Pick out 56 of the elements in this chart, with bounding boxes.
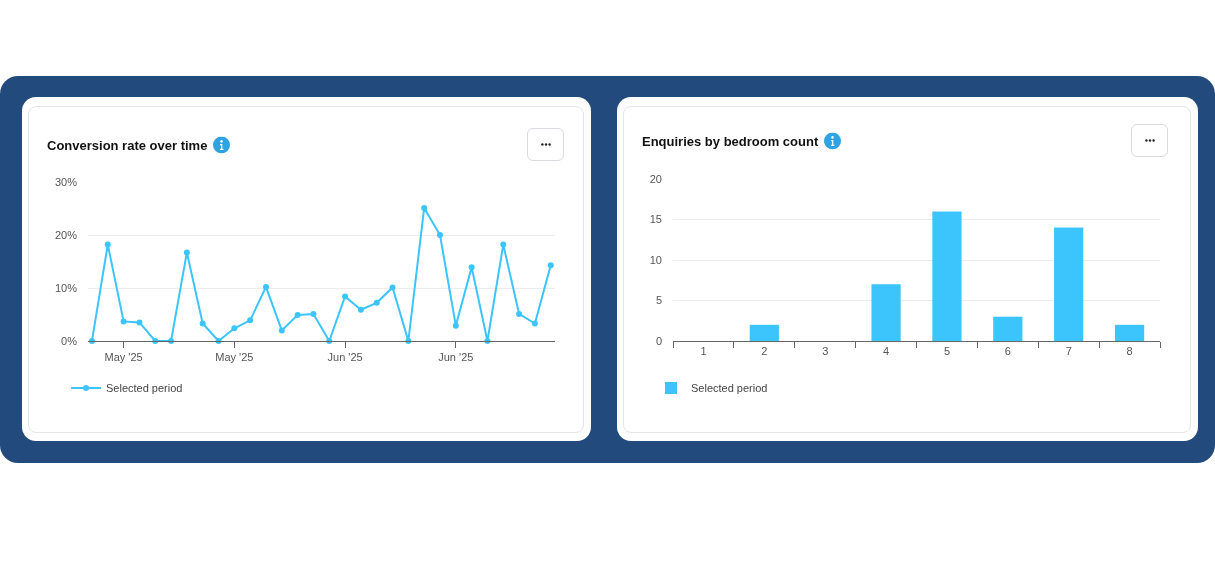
- y-tick-label: 10: [649, 253, 662, 266]
- point: [547, 262, 554, 269]
- bar: [749, 324, 779, 341]
- x-tick-label: May '25: [215, 351, 254, 364]
- legend-label: Selected period: [106, 382, 183, 395]
- point: [357, 306, 364, 313]
- x-tick-label: May '25: [104, 351, 143, 364]
- x-tick-label: Jun '25: [438, 351, 474, 364]
- point: [136, 319, 143, 326]
- point: [342, 293, 349, 300]
- point: [183, 249, 190, 256]
- point: [373, 299, 380, 306]
- x-tick-label: 3: [822, 345, 829, 358]
- y-tick-label: 5: [655, 294, 662, 307]
- point: [247, 317, 254, 324]
- point: [389, 284, 396, 291]
- legend-label: Selected period: [691, 382, 768, 395]
- x-tick-label: 2: [761, 345, 768, 358]
- bar: [932, 211, 962, 341]
- y-tick-label: 30%: [54, 175, 78, 188]
- bar: [1054, 227, 1084, 341]
- point: [278, 327, 285, 334]
- bar: [871, 284, 901, 341]
- y-tick-label: 0: [655, 334, 662, 347]
- point: [104, 241, 111, 248]
- point: [516, 310, 523, 317]
- point: [421, 204, 428, 211]
- y-tick-label: 15: [649, 213, 662, 226]
- point: [199, 320, 206, 327]
- point: [310, 310, 317, 317]
- point: [88, 338, 95, 344]
- chart-title: Conversion rate over time: [47, 137, 208, 153]
- y-tick-label: 20: [649, 172, 662, 185]
- point: [294, 312, 301, 319]
- x-tick-label: 4: [883, 345, 890, 358]
- bar: [993, 316, 1023, 341]
- y-tick-label: 10%: [54, 281, 78, 294]
- x-tick-label: 1: [700, 345, 707, 358]
- x-tick-label: 5: [943, 345, 950, 358]
- x-tick-label: 8: [1126, 345, 1133, 358]
- point: [468, 264, 475, 271]
- point: [452, 322, 459, 329]
- y-tick-label: 0%: [61, 334, 78, 347]
- point: [168, 338, 175, 344]
- x-tick-label: 6: [1004, 345, 1011, 358]
- point: [531, 320, 538, 327]
- point: [231, 325, 238, 332]
- x-tick-label: 7: [1065, 345, 1072, 358]
- point: [120, 318, 127, 325]
- chart-title: Enquiries by bedroom count: [642, 133, 819, 149]
- y-tick-label: 20%: [54, 228, 78, 241]
- point: [500, 241, 507, 248]
- point: [262, 283, 269, 290]
- x-tick-label: Jun '25: [327, 351, 363, 364]
- point: [436, 232, 443, 238]
- bar: [1114, 324, 1145, 341]
